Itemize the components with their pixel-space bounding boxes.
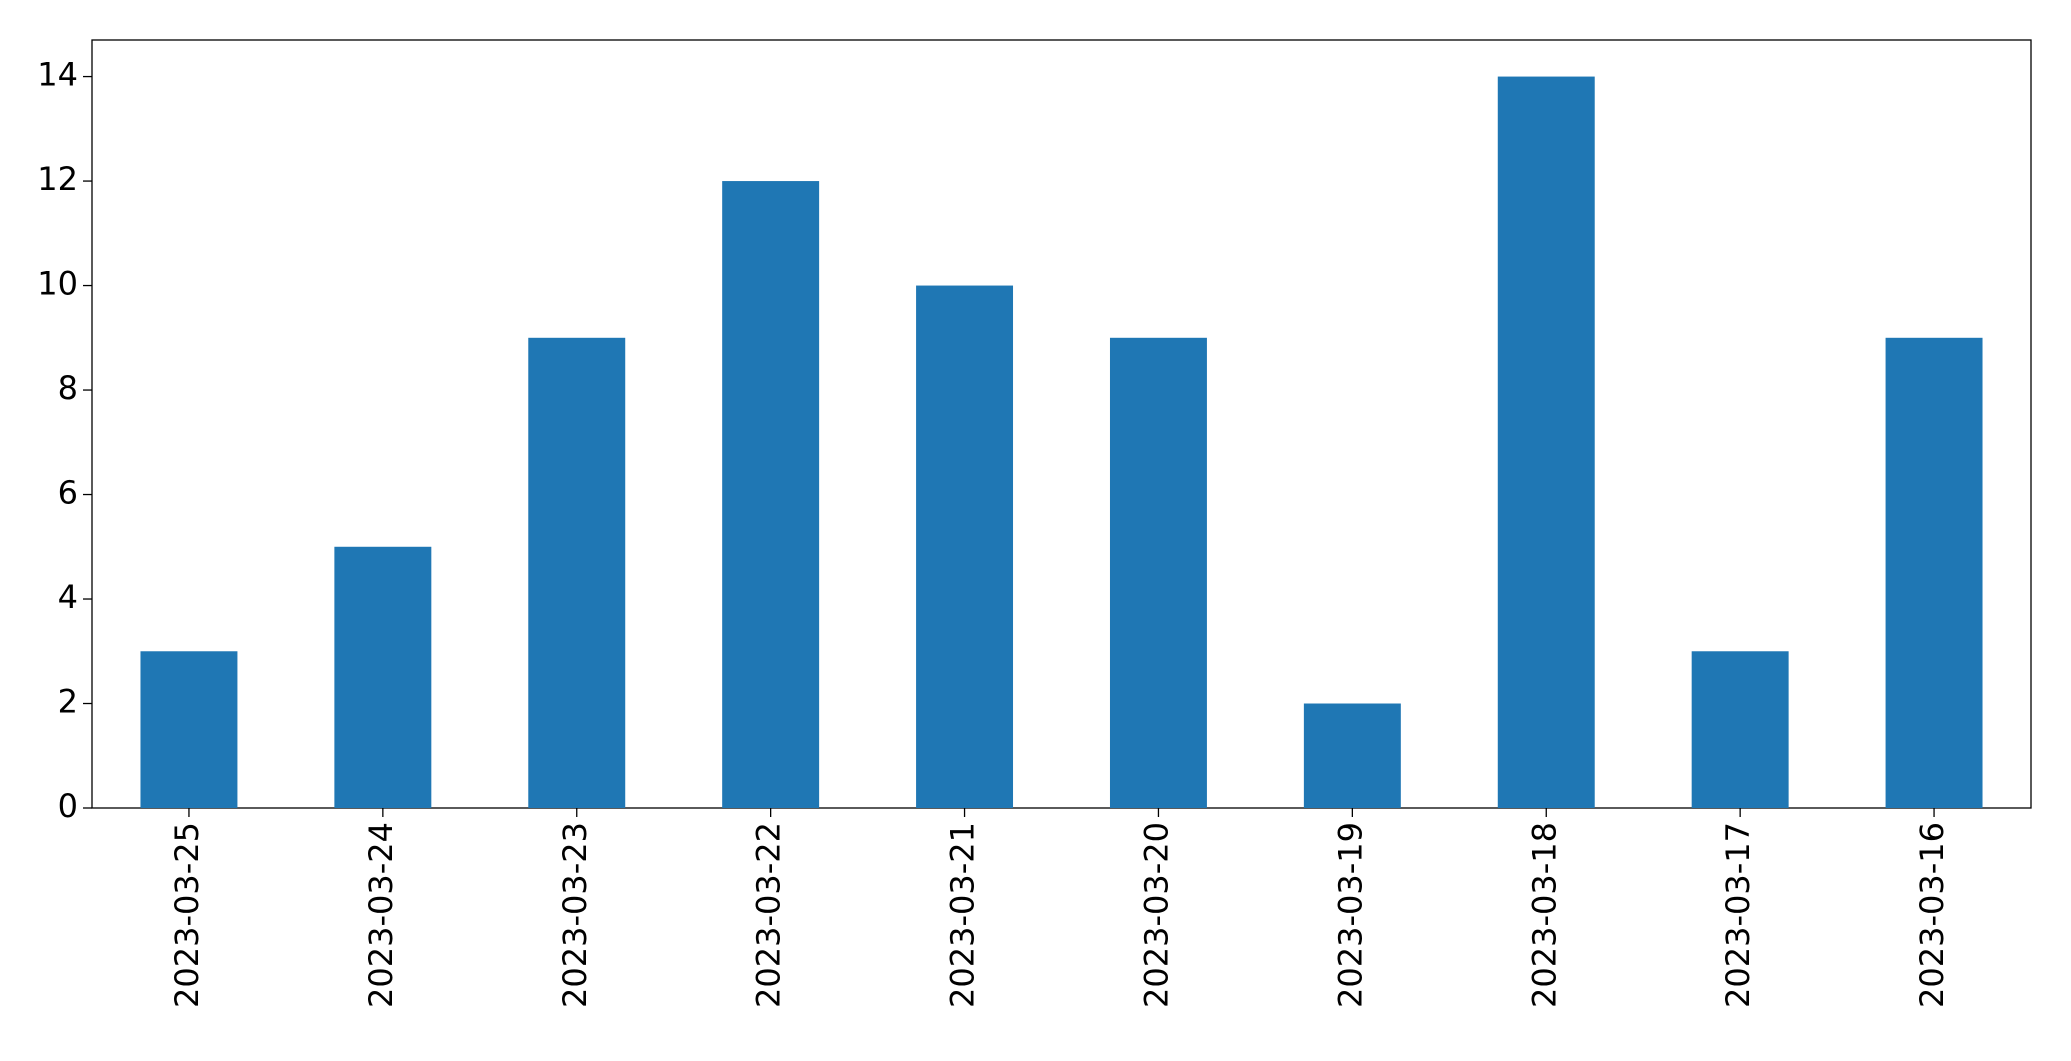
x-tick-label: 2023-03-16 xyxy=(1913,822,1951,1008)
x-tick-label: 2023-03-20 xyxy=(1137,822,1175,1008)
bar xyxy=(1303,703,1401,808)
bar xyxy=(1885,337,1983,808)
x-tick-label: 2023-03-17 xyxy=(1719,822,1757,1008)
x-tick-label: 2023-03-24 xyxy=(362,822,400,1008)
plot-frame xyxy=(91,39,2032,809)
bar xyxy=(916,285,1014,808)
y-tick-label: 8 xyxy=(58,369,78,407)
bar xyxy=(1497,76,1595,809)
y-tick-label: 12 xyxy=(37,160,78,198)
bar xyxy=(334,546,432,808)
y-tick-label: 4 xyxy=(58,578,78,616)
x-tick-label: 2023-03-22 xyxy=(750,822,788,1008)
y-tick-label: 0 xyxy=(58,787,78,825)
x-tick-label: 2023-03-23 xyxy=(556,822,594,1008)
x-tick-label: 2023-03-21 xyxy=(944,822,982,1008)
bar xyxy=(528,337,626,808)
y-tick-label: 10 xyxy=(37,265,78,303)
y-tick-label: 6 xyxy=(58,474,78,512)
y-tick-label: 2 xyxy=(58,683,78,721)
bar xyxy=(140,651,238,808)
bar xyxy=(722,181,820,808)
x-tick-label: 2023-03-25 xyxy=(168,822,206,1008)
x-tick-label: 2023-03-18 xyxy=(1525,822,1563,1008)
y-tick-label: 14 xyxy=(37,56,78,94)
bar xyxy=(1109,337,1207,808)
bar xyxy=(1691,651,1789,808)
x-tick-label: 2023-03-19 xyxy=(1331,822,1369,1008)
